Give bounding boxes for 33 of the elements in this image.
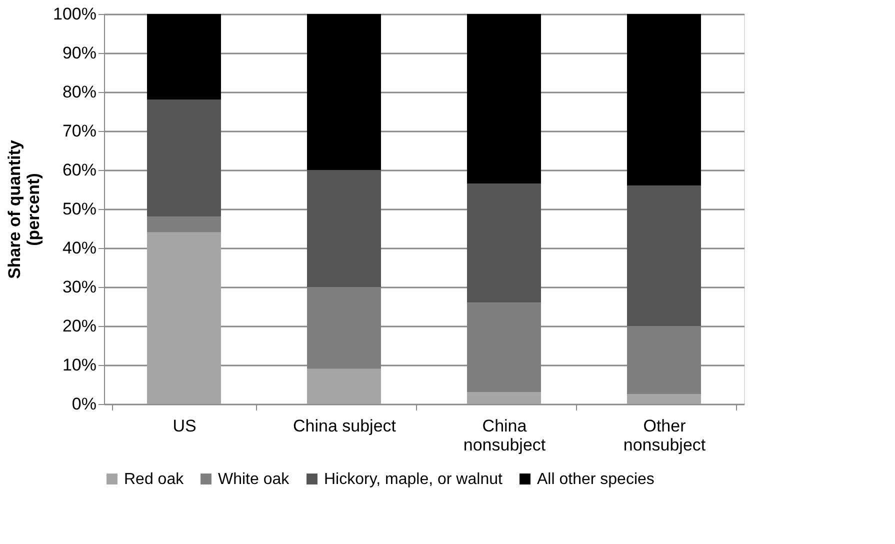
y-tick-label: 100% xyxy=(53,4,96,24)
y-tick-label: 50% xyxy=(62,200,96,218)
y-tick-label: 30% xyxy=(62,278,96,296)
y-tick-label: 40% xyxy=(62,238,96,258)
legend-label: All other species xyxy=(537,471,654,488)
legend-label: Red oak xyxy=(124,471,185,488)
bar xyxy=(307,368,381,404)
bar xyxy=(627,186,701,326)
y-tick-label: 0% xyxy=(72,394,96,414)
x-tick-label: China nonsubject xyxy=(463,416,546,454)
bar xyxy=(307,14,381,170)
bar xyxy=(627,14,701,186)
y-tick-label: 80% xyxy=(62,82,96,102)
bar xyxy=(467,14,541,184)
bar xyxy=(147,14,221,100)
bar xyxy=(467,184,541,303)
bar xyxy=(147,216,221,232)
bar xyxy=(627,394,701,404)
bar xyxy=(307,170,381,287)
bar xyxy=(147,100,221,217)
legend-label: Hickory, maple, or walnut xyxy=(324,471,503,488)
x-tick-label: Other nonsubject xyxy=(623,416,706,454)
y-tick-label: 90% xyxy=(62,44,96,62)
y-tick-label: 70% xyxy=(62,122,96,140)
x-tick-label: China subject xyxy=(292,416,396,436)
y-axis-title: Share of quantity (percent) xyxy=(5,140,44,279)
y-tick-label: 10% xyxy=(62,356,96,374)
bar xyxy=(467,392,541,404)
x-tick-label: US xyxy=(172,416,196,436)
legend-label: White oak xyxy=(218,471,290,488)
y-tick-label: 60% xyxy=(62,160,96,180)
bar xyxy=(147,232,221,404)
y-tick-label: 20% xyxy=(62,316,96,336)
